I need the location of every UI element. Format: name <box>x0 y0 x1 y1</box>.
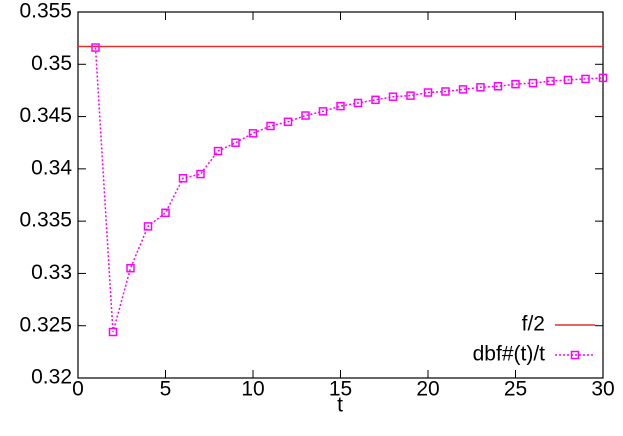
marker <box>441 87 450 96</box>
marker <box>476 83 485 92</box>
marker <box>423 88 433 97</box>
marker <box>563 75 573 85</box>
marker <box>283 117 293 127</box>
marker <box>161 208 170 218</box>
marker <box>458 85 468 94</box>
marker <box>266 121 275 131</box>
marker <box>388 92 398 101</box>
y-tick-label: 0.34 <box>31 156 72 179</box>
x-tick-label: 30 <box>591 378 614 401</box>
y-tick-label: 0.325 <box>19 313 72 336</box>
marker <box>336 101 345 111</box>
y-tick-label: 0.32 <box>31 366 72 389</box>
x-tick-label: 0 <box>72 378 84 401</box>
marker <box>546 76 555 86</box>
legend-marker <box>570 350 580 360</box>
y-tick-label: 0.35 <box>31 52 72 75</box>
marker <box>353 98 363 108</box>
marker <box>371 95 380 105</box>
marker <box>108 327 118 337</box>
y-tick-label: 0.355 <box>19 0 72 23</box>
legend-label: f/2 <box>522 313 545 336</box>
series-line <box>94 47 604 333</box>
x-tick-label: 15 <box>329 378 352 401</box>
marker <box>196 169 205 179</box>
y-tick-label: 0.345 <box>19 104 72 127</box>
legend-label: dbf#(t)/t <box>473 343 546 366</box>
marker <box>598 73 608 83</box>
marker <box>91 43 100 52</box>
marker <box>511 79 520 89</box>
marker <box>178 174 188 183</box>
marker <box>301 111 310 120</box>
x-tick-label: 25 <box>504 378 527 401</box>
marker <box>143 222 153 231</box>
marker <box>248 129 258 138</box>
marker <box>528 78 538 88</box>
x-tick-label: 20 <box>416 378 439 401</box>
marker <box>406 91 415 100</box>
x-axis-label: t <box>337 394 343 417</box>
x-tick-label: 10 <box>241 378 264 401</box>
y-tick-label: 0.335 <box>19 209 72 232</box>
marker <box>231 138 240 147</box>
marker <box>493 81 503 91</box>
marker <box>581 74 590 84</box>
marker <box>318 107 328 116</box>
y-tick-label: 0.33 <box>31 261 72 284</box>
marker <box>126 263 135 273</box>
x-tick-label: 5 <box>160 378 172 401</box>
marker <box>213 146 223 156</box>
